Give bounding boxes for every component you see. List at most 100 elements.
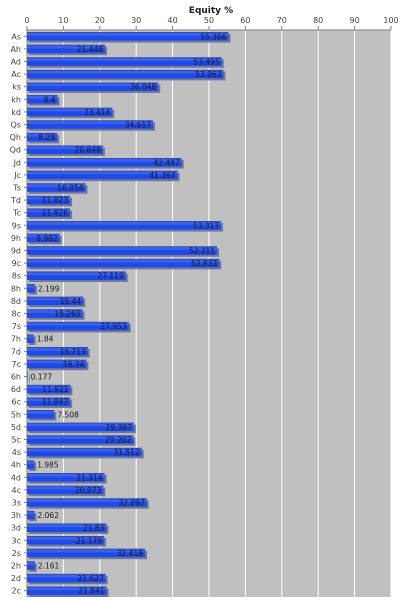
value-label: 2.062 <box>38 511 60 520</box>
bar <box>27 57 222 66</box>
bar <box>27 384 71 394</box>
value-label: 52.833 <box>191 259 217 268</box>
value-label: 16.054 <box>57 184 83 193</box>
category-label: 5h <box>11 410 21 419</box>
bar <box>27 296 84 306</box>
value-label: 32.897 <box>118 499 144 508</box>
value-label: 32.418 <box>117 549 143 558</box>
bar <box>27 498 147 507</box>
category-label: Qd <box>10 146 21 155</box>
bar <box>27 397 71 406</box>
value-label: 2.199 <box>38 284 60 293</box>
value-label: 52.211 <box>189 247 215 256</box>
category-label: Ad <box>11 58 21 67</box>
bar-highlight <box>27 45 106 49</box>
value-label: 20.848 <box>75 146 101 155</box>
bar-highlight <box>27 562 35 565</box>
value-label: 29.367 <box>106 423 132 432</box>
value-label: 53.963 <box>195 70 221 79</box>
bar-highlight <box>27 272 126 276</box>
value-label: 11.823 <box>42 196 68 205</box>
category-label: 3c <box>12 536 22 545</box>
bar <box>27 32 229 41</box>
bar-highlight <box>27 146 103 150</box>
bar-highlight <box>27 511 35 515</box>
bar-highlight <box>27 587 107 591</box>
bar-highlight <box>27 310 83 313</box>
bar-highlight <box>27 423 134 427</box>
category-label: 7c <box>12 360 22 369</box>
bar <box>27 447 142 457</box>
category-label: 4c <box>12 486 22 495</box>
x-tick-label: 90 <box>350 16 360 25</box>
bar-highlight <box>27 436 134 439</box>
category-label: Ts <box>12 184 21 193</box>
category-label: As <box>11 32 21 41</box>
bar-highlight <box>27 524 107 528</box>
bar <box>27 95 58 104</box>
bar <box>27 195 71 205</box>
x-tick-label: 100 <box>383 16 398 25</box>
category-label: 9h <box>11 234 21 243</box>
value-label: 21.627 <box>77 574 103 583</box>
value-label: 11.826 <box>42 209 68 218</box>
value-label: 31.512 <box>113 448 139 457</box>
bar-highlight <box>27 474 105 477</box>
x-tick-label: 50 <box>204 16 214 25</box>
bar <box>27 573 106 583</box>
bar-highlight <box>27 33 229 36</box>
category-label: Tc <box>12 209 21 218</box>
value-label: 8.28 <box>38 133 55 142</box>
bar <box>27 82 159 91</box>
category-label: 6c <box>12 398 22 407</box>
bar-highlight <box>27 486 104 490</box>
category-label: 6h <box>11 373 21 382</box>
category-label: 7s <box>12 322 21 331</box>
x-tick-label: 70 <box>277 16 287 25</box>
bar <box>27 145 103 154</box>
value-label: 36.048 <box>130 83 156 92</box>
value-label: 2.161 <box>38 562 60 571</box>
bar <box>27 410 55 419</box>
bar-highlight <box>27 58 222 61</box>
value-label: 7.508 <box>57 410 79 419</box>
value-label: 15.265 <box>54 310 80 319</box>
bar-highlight <box>27 108 113 112</box>
category-label: 2c <box>12 587 22 596</box>
bar <box>27 548 146 558</box>
category-label: kd <box>11 108 21 117</box>
x-tick-label: 30 <box>131 16 141 25</box>
bar-highlight <box>27 222 222 225</box>
bar-highlight <box>27 385 71 389</box>
bar <box>27 523 107 532</box>
bar-highlight <box>27 96 58 99</box>
bar <box>27 473 105 482</box>
category-label: 8h <box>11 284 21 293</box>
bar <box>27 536 105 545</box>
category-label: 9s <box>12 221 21 230</box>
bar-highlight <box>27 373 28 376</box>
bar <box>27 170 178 180</box>
category-label: 3h <box>11 511 21 520</box>
x-tick-label: 40 <box>168 16 178 25</box>
bar <box>27 120 154 129</box>
category-label: ks <box>12 83 21 92</box>
category-label: Ac <box>11 70 21 79</box>
value-label: 8.982 <box>36 234 58 243</box>
bar-highlight <box>27 335 34 339</box>
value-label: 21.448 <box>77 45 103 54</box>
bar-highlight <box>27 133 58 137</box>
bar-highlight <box>27 121 154 124</box>
bar-highlight <box>27 549 146 553</box>
bar <box>27 44 106 54</box>
category-label: Ah <box>10 45 21 54</box>
value-label: 1.985 <box>37 461 59 470</box>
category-label: 2h <box>11 562 21 571</box>
bar-highlight <box>27 259 220 263</box>
category-label: 8c <box>12 310 22 319</box>
value-label: 27.119 <box>97 272 123 281</box>
category-label: Qh <box>10 133 21 142</box>
bar-highlight <box>27 247 218 250</box>
plot-area: 0 10 20 30 40 50 60 70 80 90 100 As 55.366 Ah 21.448 Ad… <box>10 16 399 597</box>
bar-highlight <box>27 159 182 162</box>
